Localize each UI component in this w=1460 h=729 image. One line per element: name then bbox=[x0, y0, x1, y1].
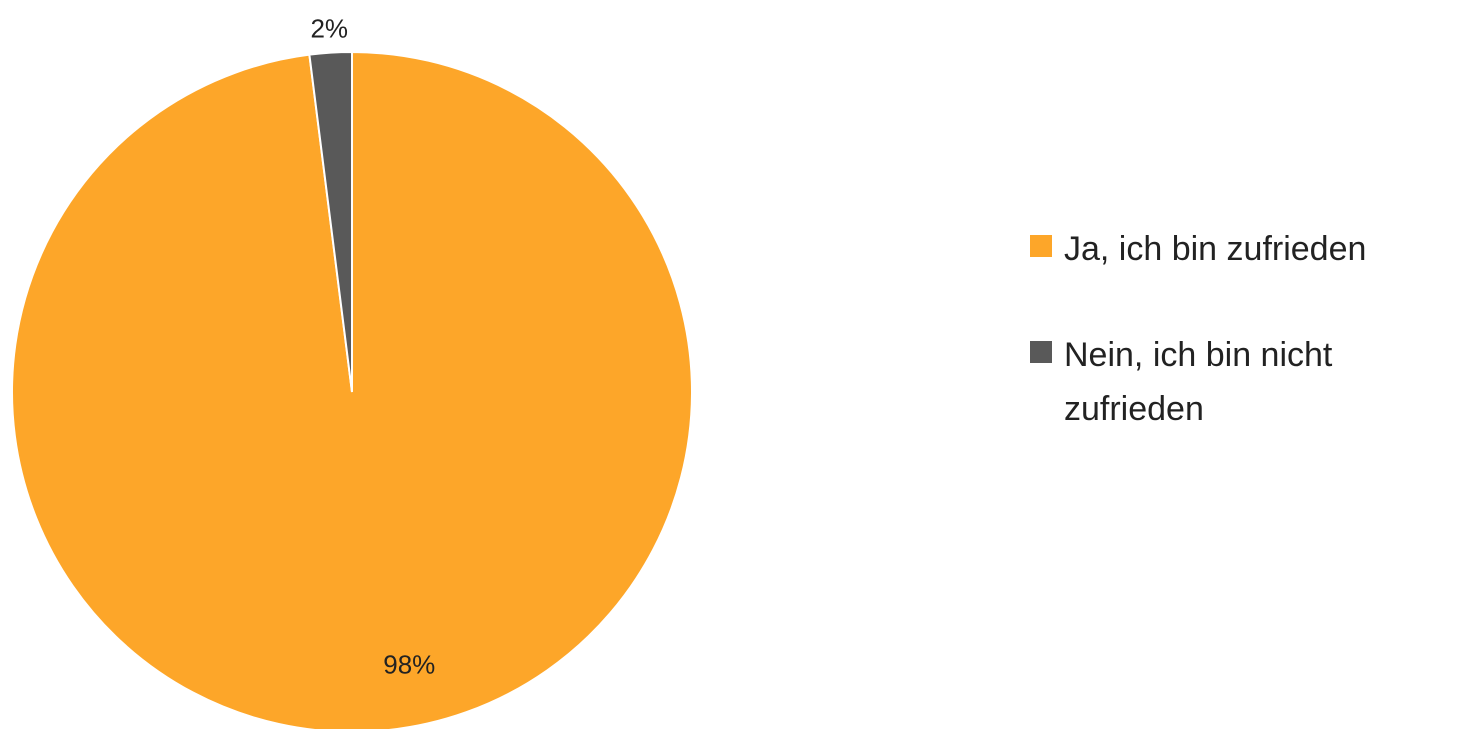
legend-label: Ja, ich bin zufrieden bbox=[1064, 230, 1367, 268]
legend-item: Nein, ich bin nicht zufrieden bbox=[1030, 328, 1450, 436]
pie-slice bbox=[308, 50, 353, 393]
data-label: 2% bbox=[310, 14, 348, 44]
legend-item: Ja, ich bin zufrieden bbox=[1030, 222, 1450, 276]
legend: Ja, ich bin zufrieden Nein, ich bin nicht… bbox=[1030, 222, 1450, 488]
data-label: 98% bbox=[383, 650, 435, 680]
legend-swatch bbox=[1030, 235, 1052, 257]
legend-label: Nein, ich bin nicht zufrieden bbox=[1064, 336, 1333, 428]
legend-swatch bbox=[1030, 341, 1052, 363]
